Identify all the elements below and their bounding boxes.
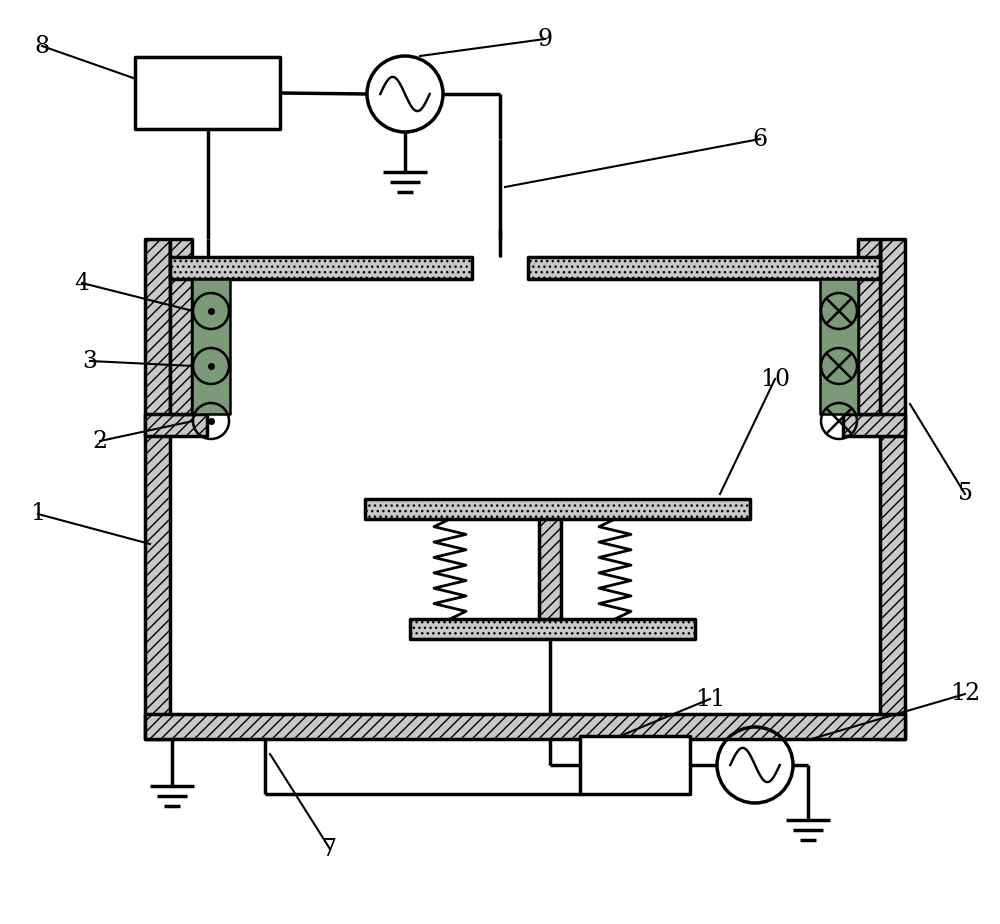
Text: 3: 3 [82,349,98,372]
Bar [145,239,170,739]
Text: 2: 2 [92,430,108,453]
Bar [170,239,192,414]
Bar [135,57,280,129]
Bar [145,714,905,739]
Bar [365,499,750,519]
Text: 11: 11 [695,687,725,711]
Text: 9: 9 [537,28,553,51]
Text: 7: 7 [322,837,338,860]
Bar [880,239,905,739]
Bar [580,736,690,794]
Bar [858,239,880,414]
Bar [410,619,695,639]
Bar [820,279,858,414]
Text: 4: 4 [74,272,90,295]
Text: 12: 12 [950,683,980,706]
Text: 1: 1 [30,503,46,526]
Text: 8: 8 [34,34,50,57]
Bar [170,257,472,279]
Bar [539,519,561,619]
Bar [843,414,905,436]
Text: 6: 6 [752,128,768,151]
Text: 5: 5 [958,482,972,505]
Bar [145,414,207,436]
Bar [528,257,880,279]
Bar [192,279,230,414]
Text: 10: 10 [760,368,790,391]
